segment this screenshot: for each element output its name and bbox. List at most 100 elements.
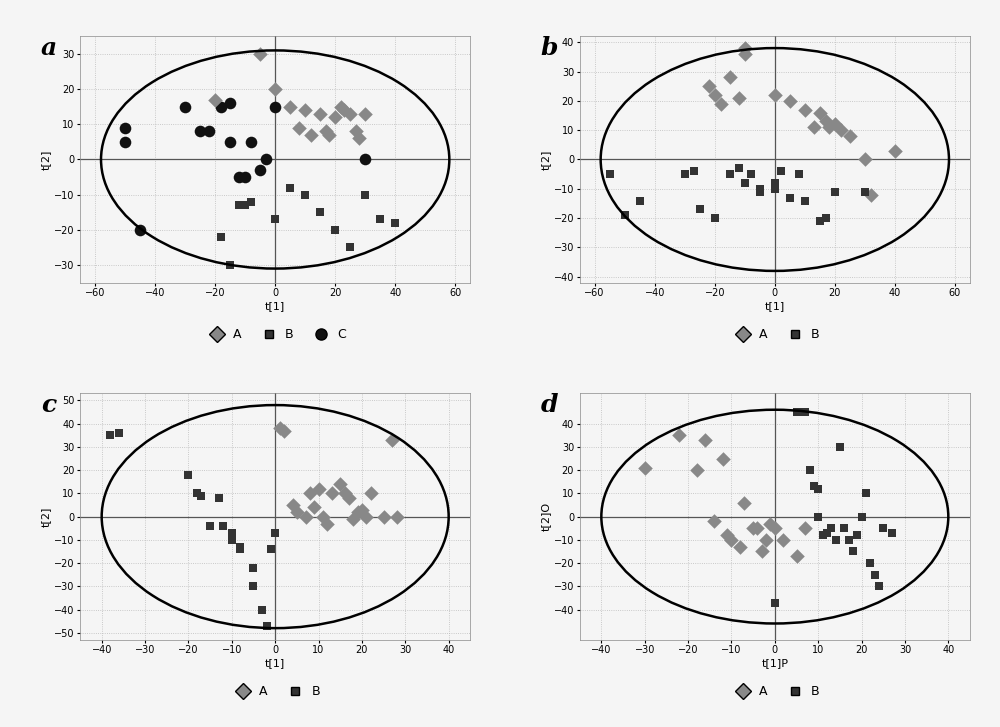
Point [832, 441, 848, 453]
Point [842, 130, 858, 142]
Point [827, 119, 843, 130]
Point [737, 42, 753, 54]
Point [617, 209, 633, 221]
Y-axis label: t[2]: t[2] [41, 149, 51, 169]
Point [332, 478, 348, 490]
Point [722, 71, 738, 83]
Point [810, 511, 826, 523]
Point [752, 183, 768, 195]
Point [350, 506, 366, 518]
Point [318, 126, 334, 137]
Point [857, 153, 873, 165]
Point [267, 101, 283, 113]
Point [791, 169, 807, 180]
Point [224, 534, 240, 546]
Point [810, 483, 826, 494]
Point [867, 569, 883, 581]
Point [762, 518, 778, 529]
Point [302, 488, 318, 499]
Point [707, 89, 723, 101]
Point [336, 105, 352, 116]
Point [887, 145, 903, 156]
Point [263, 543, 279, 555]
Point [797, 104, 813, 116]
Point [701, 81, 717, 92]
Y-axis label: t[2]O: t[2]O [541, 502, 551, 531]
Point [782, 192, 798, 204]
Point [686, 166, 702, 177]
Point [797, 523, 813, 534]
Point [818, 212, 834, 224]
Text: b: b [541, 36, 558, 60]
Point [193, 490, 209, 502]
Point [736, 497, 752, 508]
Point [743, 169, 759, 180]
Point [312, 108, 328, 119]
X-axis label: t[1]: t[1] [265, 658, 285, 668]
Point [306, 502, 322, 513]
Point [863, 189, 879, 201]
Point [372, 214, 388, 225]
Point [797, 195, 813, 206]
Point [213, 101, 229, 113]
Point [802, 465, 818, 476]
Point [767, 177, 783, 189]
Point [812, 107, 828, 119]
Point [189, 488, 205, 499]
Point [884, 527, 900, 539]
Point [818, 116, 834, 127]
Point [713, 98, 729, 110]
Point [324, 488, 340, 499]
Point [384, 434, 400, 446]
Point [677, 169, 693, 180]
Point [692, 204, 708, 215]
Point [833, 124, 849, 136]
Point [849, 529, 865, 541]
Point [276, 425, 292, 436]
Point [731, 92, 747, 104]
Point [767, 89, 783, 101]
Point [215, 520, 231, 531]
Point [117, 122, 133, 134]
Text: d: d [541, 393, 558, 417]
Point [767, 183, 783, 195]
Point [237, 172, 253, 183]
Legend: A, B: A, B [725, 324, 825, 346]
Point [267, 214, 283, 225]
Point [237, 199, 253, 211]
Point [821, 121, 837, 133]
Point [312, 206, 328, 218]
Point [754, 546, 770, 558]
Point [232, 543, 248, 555]
Point [245, 580, 261, 592]
Point [789, 406, 805, 418]
Point [245, 562, 261, 574]
Point [749, 523, 765, 534]
Point [789, 550, 805, 562]
Point [706, 515, 722, 527]
Legend: A, B: A, B [225, 680, 325, 704]
Point [358, 511, 374, 523]
Point [303, 129, 319, 141]
Point [231, 199, 247, 211]
Point [297, 105, 313, 116]
Point [252, 164, 268, 176]
Point [201, 126, 217, 137]
Point [222, 136, 238, 148]
Point [258, 153, 274, 165]
Point [102, 430, 118, 441]
Point [351, 132, 367, 144]
Point [827, 186, 843, 198]
Point [719, 529, 735, 541]
Point [363, 488, 379, 499]
Point [812, 215, 828, 227]
Point [732, 541, 748, 553]
Point [207, 94, 223, 105]
Point [243, 196, 259, 207]
Point [737, 177, 753, 189]
Point [376, 511, 392, 523]
Point [111, 427, 127, 439]
Point [841, 534, 857, 546]
Point [806, 121, 822, 133]
Point [341, 492, 357, 504]
